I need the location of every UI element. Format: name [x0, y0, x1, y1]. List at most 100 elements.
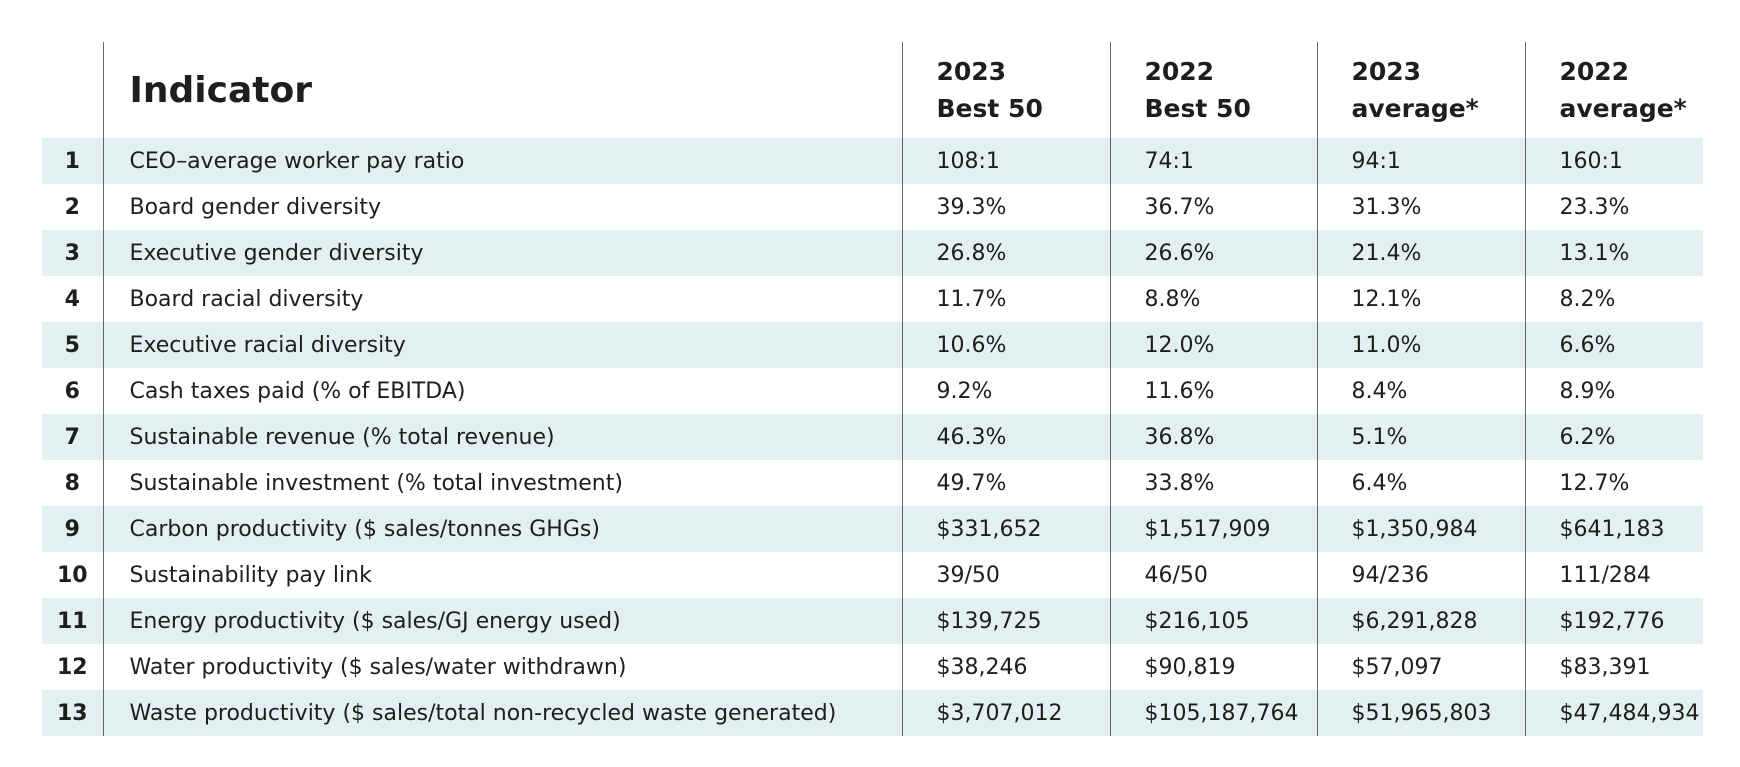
- value-cell: 11.7%: [901, 276, 1110, 322]
- row-number: 7: [42, 414, 103, 460]
- table-container: Indicator 2023 Best 50 2022 Best 50 2023 aver…: [42, 42, 1703, 736]
- indicator-name: Executive racial diversity: [102, 322, 902, 368]
- row-number: 10: [56, 562, 88, 588]
- value-cell: $47,484,934: [1524, 690, 1703, 736]
- value-cell: 11.0%: [1316, 322, 1525, 368]
- value-cell: 39.3%: [901, 184, 1110, 230]
- table-row: 13 Waste productivity ($ sales/total non-…: [42, 690, 1703, 736]
- row-number: 8: [64, 470, 80, 496]
- value-cell: $90,819: [1109, 644, 1317, 690]
- indicator-name: Board gender diversity: [102, 184, 902, 230]
- value-cell: $3,707,012: [901, 690, 1110, 736]
- row-number: 1: [42, 138, 103, 184]
- value-cell: $6,291,828: [1316, 598, 1525, 644]
- value-cell: 8.9%: [1524, 368, 1703, 414]
- header-row: Indicator 2023 Best 50 2022 Best 50 2023 aver…: [42, 42, 1703, 138]
- value-cell: $331,652: [901, 506, 1110, 552]
- value-cell: 6.4%: [1316, 460, 1525, 506]
- indicator-name: Sustainability pay link: [102, 552, 902, 598]
- header-blank: [42, 42, 103, 138]
- table-row: 9 Carbon productivity ($ sales/tonnes GHG…: [42, 506, 1703, 552]
- column-header-line: 2023: [1351, 57, 1422, 86]
- table-row: 3 Executive gender diversity 26.8% 26.6% 21.…: [42, 230, 1703, 276]
- row-number: 4: [64, 286, 80, 312]
- row-number: 9: [42, 506, 103, 552]
- value-cell: $192,776: [1524, 598, 1703, 644]
- header-title: Indicator: [102, 42, 902, 138]
- indicator-name: Cash taxes paid (% of EBITDA): [102, 368, 902, 414]
- value-cell: 12.1%: [1316, 276, 1525, 322]
- indicator-name: CEO–average worker pay ratio: [102, 138, 902, 184]
- value-cell: $641,183: [1524, 506, 1703, 552]
- indicator-name: Waste productivity ($ sales/total non-re…: [102, 690, 902, 736]
- indicator-name: Executive gender diversity: [102, 230, 902, 276]
- table-row: 4 Board racial diversity 11.7% 8.8% 12.1% 8.2…: [42, 276, 1703, 322]
- indicator-name: Sustainable investment (% total investme…: [102, 460, 902, 506]
- column-header: 2022 average*: [1524, 42, 1703, 138]
- value-cell: 49.7%: [901, 460, 1110, 506]
- column-header-line: Best 50: [1144, 94, 1251, 123]
- indicator-name: Water productivity ($ sales/water withdr…: [102, 644, 902, 690]
- row-number: 5: [42, 322, 103, 368]
- table-row: 2 Board gender diversity 39.3% 36.7% 31.3% 23…: [42, 184, 1703, 230]
- indicator-table: Indicator 2023 Best 50 2022 Best 50 2023 aver…: [42, 42, 1703, 736]
- value-cell: 46.3%: [901, 414, 1110, 460]
- value-cell: 9.2%: [901, 368, 1110, 414]
- value-cell: $216,105: [1109, 598, 1317, 644]
- value-cell: 36.8%: [1109, 414, 1317, 460]
- column-header-line: average*: [1559, 94, 1687, 123]
- value-cell: 23.3%: [1524, 184, 1703, 230]
- value-cell: 31.3%: [1316, 184, 1525, 230]
- value-cell: 11.6%: [1109, 368, 1317, 414]
- table-row: 1 CEO–average worker pay ratio 108:1 74:1 94…: [42, 138, 1703, 184]
- row-number: 13: [42, 690, 103, 736]
- value-cell: $51,965,803: [1316, 690, 1525, 736]
- row-number: 3: [42, 230, 103, 276]
- column-header-line: 2022: [1144, 57, 1215, 86]
- table-row: 12 Water productivity ($ sales/water with…: [42, 644, 1703, 690]
- column-header-line: average*: [1351, 94, 1479, 123]
- row-number: 6: [64, 378, 80, 404]
- table-row: 11 Energy productivity ($ sales/GJ energy…: [42, 598, 1703, 644]
- indicator-name: Carbon productivity ($ sales/tonnes GHGs…: [102, 506, 902, 552]
- value-cell: 8.4%: [1316, 368, 1525, 414]
- value-cell: 8.8%: [1109, 276, 1317, 322]
- table-row: 7 Sustainable revenue (% total revenue) 46…: [42, 414, 1703, 460]
- table-row: 5 Executive racial diversity 10.6% 12.0% 11.…: [42, 322, 1703, 368]
- table-row: 8 Sustainable investment (% total investm…: [42, 460, 1703, 506]
- value-cell: $38,246: [901, 644, 1110, 690]
- value-cell: 94/236: [1316, 552, 1525, 598]
- value-cell: 36.7%: [1109, 184, 1317, 230]
- row-number: 2: [64, 194, 80, 220]
- value-cell: $1,350,984: [1316, 506, 1525, 552]
- value-cell: 46/50: [1109, 552, 1317, 598]
- table-row: 10 Sustainability pay link 39/50 46/50 94/23…: [42, 552, 1703, 598]
- value-cell: $139,725: [901, 598, 1110, 644]
- value-cell: $105,187,764: [1109, 690, 1317, 736]
- value-cell: $57,097: [1316, 644, 1525, 690]
- value-cell: 26.6%: [1109, 230, 1317, 276]
- value-cell: 33.8%: [1109, 460, 1317, 506]
- indicator-name: Sustainable revenue (% total revenue): [102, 414, 902, 460]
- value-cell: 12.7%: [1524, 460, 1703, 506]
- column-header: 2023 Best 50: [901, 42, 1110, 138]
- value-cell: 94:1: [1316, 138, 1525, 184]
- value-cell: 13.1%: [1524, 230, 1703, 276]
- value-cell: 26.8%: [901, 230, 1110, 276]
- indicator-name: Energy productivity ($ sales/GJ energy u…: [102, 598, 902, 644]
- value-cell: $1,517,909: [1109, 506, 1317, 552]
- value-cell: 12.0%: [1109, 322, 1317, 368]
- value-cell: 160:1: [1524, 138, 1703, 184]
- row-number: 12: [56, 654, 88, 680]
- value-cell: 6.6%: [1524, 322, 1703, 368]
- value-cell: 111/284: [1524, 552, 1703, 598]
- value-cell: 6.2%: [1524, 414, 1703, 460]
- value-cell: 21.4%: [1316, 230, 1525, 276]
- table-row: 6 Cash taxes paid (% of EBITDA) 9.2% 11.6% 8…: [42, 368, 1703, 414]
- value-cell: 5.1%: [1316, 414, 1525, 460]
- column-header-line: 2022: [1559, 57, 1630, 86]
- column-header: 2022 Best 50: [1109, 42, 1317, 138]
- value-cell: 74:1: [1109, 138, 1317, 184]
- column-header-line: Best 50: [936, 94, 1043, 123]
